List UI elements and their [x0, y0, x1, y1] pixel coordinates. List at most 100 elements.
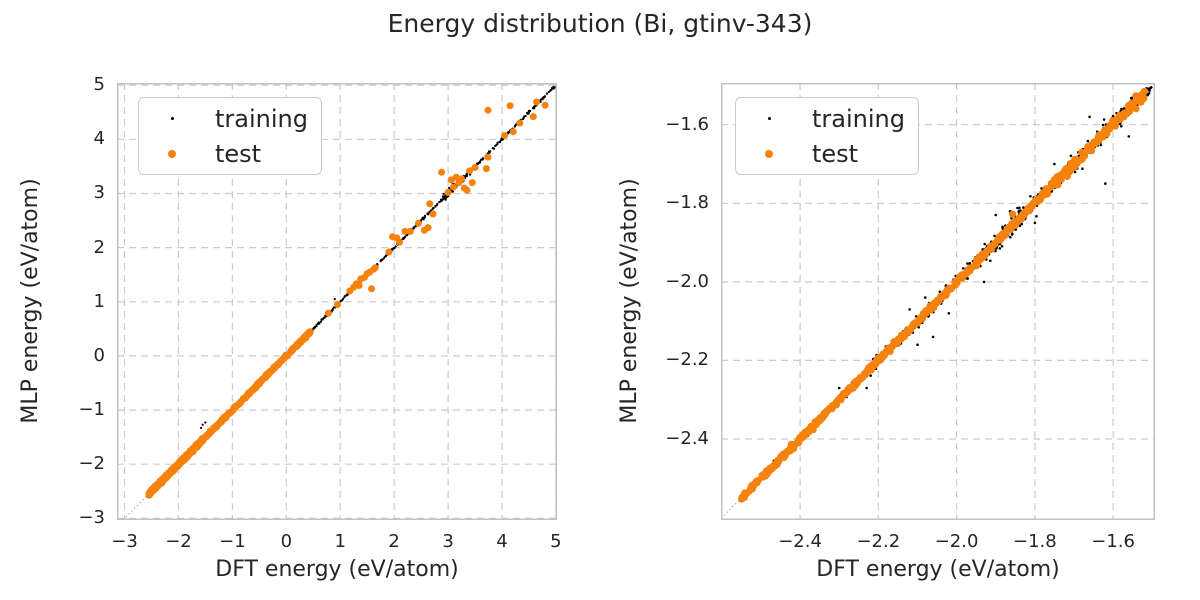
training-point — [966, 277, 969, 280]
test-point — [194, 441, 201, 449]
training-point — [542, 96, 545, 99]
test-point — [820, 410, 828, 418]
test-point — [1066, 166, 1075, 174]
test-point — [233, 401, 241, 409]
test-point — [1009, 210, 1017, 218]
training-point — [1150, 86, 1153, 89]
training-point — [1104, 182, 1107, 185]
x-tick-label: 2 — [388, 531, 400, 552]
training-point — [1016, 206, 1019, 210]
test-point — [815, 415, 823, 423]
training-point — [1029, 195, 1032, 198]
training-point — [924, 296, 927, 299]
test-point — [998, 231, 1006, 239]
training-point — [441, 195, 444, 198]
training-point — [322, 317, 325, 320]
training-point — [1120, 124, 1123, 128]
test-point — [334, 301, 341, 308]
test-point — [1103, 130, 1111, 138]
training-point — [983, 242, 986, 246]
legend-marker-cell — [736, 117, 802, 120]
training-point — [989, 259, 992, 263]
training-point — [1011, 232, 1014, 236]
right-x-axis-label: DFT energy (eV/atom) — [816, 557, 1060, 582]
training-point — [514, 124, 517, 127]
training-point — [1120, 107, 1123, 111]
legend-marker-cell — [139, 117, 205, 120]
x-tick-label: −1 — [219, 531, 246, 552]
test-point — [1072, 155, 1080, 163]
training-point — [1000, 245, 1004, 248]
training-point — [477, 161, 480, 164]
test-point — [371, 264, 379, 272]
training-point — [869, 374, 872, 377]
training-point — [499, 141, 502, 144]
training-point — [402, 237, 405, 240]
y-tick-label: −2.4 — [665, 428, 709, 450]
test-point — [870, 361, 879, 369]
training-point — [993, 234, 996, 238]
test-point — [960, 272, 968, 280]
training-point — [1111, 114, 1115, 118]
test-point — [175, 459, 183, 467]
test-marker-icon — [168, 149, 176, 158]
test-point — [902, 329, 911, 337]
training-point — [947, 312, 951, 315]
test-point — [1140, 87, 1148, 95]
test-point — [482, 165, 490, 173]
training-point — [522, 115, 526, 118]
training-point — [1018, 206, 1021, 210]
training-point — [340, 299, 343, 302]
legend-label-training: training — [812, 104, 905, 133]
training-point — [1129, 96, 1133, 100]
test-point — [839, 390, 847, 398]
test-point — [355, 282, 363, 289]
y-tick-label: −1.6 — [665, 113, 709, 135]
training-point — [333, 298, 336, 301]
test-point — [1109, 117, 1117, 125]
test-point — [288, 345, 296, 353]
training-point — [316, 322, 319, 325]
training-point — [442, 192, 445, 195]
test-point — [426, 200, 434, 208]
test-point — [790, 442, 798, 450]
training-point — [200, 426, 203, 429]
test-point — [444, 188, 452, 196]
training-point — [427, 213, 430, 216]
figure-title: Energy distribution (Bi, gtinv-343) — [387, 9, 813, 38]
training-point — [837, 386, 841, 390]
test-point — [414, 219, 422, 227]
training-point — [931, 335, 935, 339]
training-point — [204, 421, 207, 424]
test-point — [1091, 140, 1099, 148]
training-point — [500, 137, 503, 140]
test-point — [885, 344, 893, 352]
training-point — [436, 202, 439, 205]
test-point — [202, 433, 209, 441]
training-point — [1101, 123, 1105, 127]
test-point — [1034, 197, 1042, 205]
training-point — [313, 326, 316, 329]
training-point — [319, 320, 322, 323]
test-point — [225, 410, 232, 418]
training-point — [549, 89, 552, 92]
training-point — [422, 216, 425, 219]
training-point — [528, 110, 531, 113]
test-point — [1129, 99, 1137, 107]
y-tick-label: 3 — [93, 182, 105, 204]
training-point — [381, 258, 384, 261]
test-point — [438, 168, 446, 176]
training-point — [465, 173, 469, 176]
training-point — [438, 200, 441, 204]
legend-item-test: test — [139, 136, 321, 171]
training-point — [1035, 215, 1038, 218]
training-point — [1147, 87, 1151, 91]
y-tick-label: −2.0 — [665, 270, 709, 292]
legend-item-test: test — [736, 136, 918, 171]
test-point — [250, 385, 258, 393]
axes-frame — [117, 83, 557, 520]
legend-marker-cell — [139, 149, 205, 158]
test-point — [1050, 176, 1058, 184]
test-point — [516, 119, 524, 127]
test-point — [501, 132, 509, 139]
